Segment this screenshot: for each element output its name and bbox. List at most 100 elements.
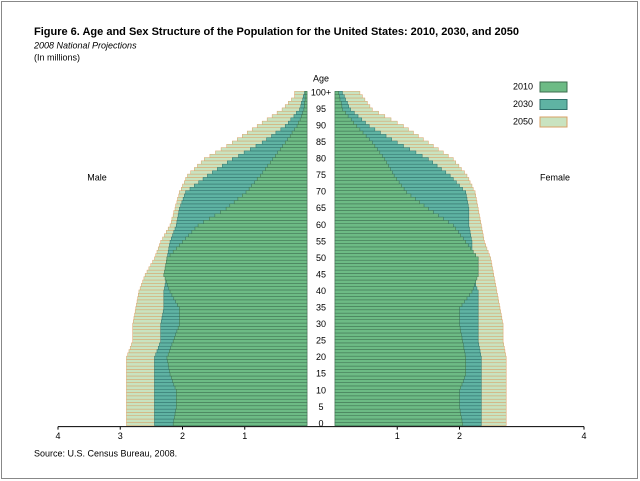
bar <box>291 130 308 135</box>
chart-title: Figure 6. Age and Sex Structure of the P… <box>34 26 519 38</box>
bar <box>334 276 478 281</box>
bar <box>334 216 444 221</box>
bar <box>277 150 308 155</box>
bar <box>275 153 308 158</box>
bar <box>298 120 308 125</box>
bar <box>179 309 308 314</box>
bar <box>270 160 308 165</box>
age-tick-label: 70 <box>316 187 326 197</box>
x-tick-label: 2 <box>180 431 185 441</box>
bar <box>304 94 308 99</box>
x-tick-label: 4 <box>55 431 60 441</box>
legend-label: 2010 <box>513 81 533 91</box>
bar <box>169 349 308 354</box>
bar <box>334 223 454 228</box>
bar <box>334 140 373 145</box>
age-tick-label: 60 <box>316 220 326 230</box>
bar <box>334 388 460 393</box>
bar <box>164 266 308 271</box>
bar <box>171 293 308 297</box>
bar <box>334 372 466 377</box>
bar <box>179 319 308 324</box>
bar <box>334 336 463 340</box>
bar <box>209 216 308 221</box>
bar <box>334 173 395 178</box>
bar <box>294 127 308 132</box>
bar <box>169 289 308 294</box>
bar <box>174 385 308 390</box>
bar <box>163 273 308 277</box>
bar <box>334 220 449 224</box>
bar <box>172 339 308 344</box>
bar <box>334 365 466 370</box>
bar <box>203 220 308 224</box>
bar <box>334 332 462 337</box>
bar <box>334 266 479 271</box>
bar <box>334 385 461 390</box>
x-tick-label: 2 <box>457 431 462 441</box>
bar <box>334 91 339 95</box>
bar <box>334 206 429 211</box>
bar <box>176 395 308 400</box>
age-tick-label: 10 <box>316 385 326 395</box>
bar <box>334 415 462 420</box>
age-tick-label: 50 <box>316 253 326 263</box>
bar <box>334 130 364 135</box>
bar <box>304 101 308 105</box>
bar <box>177 302 308 307</box>
x-tick-label: 4 <box>581 431 586 441</box>
bar <box>167 362 308 367</box>
bar <box>334 299 465 304</box>
bar <box>334 355 466 360</box>
bar <box>169 369 308 373</box>
bar <box>251 183 308 188</box>
bar <box>334 342 464 347</box>
bar <box>191 230 308 234</box>
bar <box>334 405 460 410</box>
bar <box>334 127 361 132</box>
age-tick-label: 5 <box>318 402 323 412</box>
x-tick-label: 1 <box>242 431 247 441</box>
bar <box>167 359 308 364</box>
legend-swatch <box>539 116 568 128</box>
bar <box>185 236 308 241</box>
bar <box>334 170 393 175</box>
age-tick-label: 15 <box>316 369 326 379</box>
bar <box>301 114 308 119</box>
bar <box>287 137 308 142</box>
bar <box>272 157 308 162</box>
bar <box>334 110 346 115</box>
bar <box>334 379 464 383</box>
bar <box>334 279 476 284</box>
bar <box>229 203 308 208</box>
bar <box>265 167 308 172</box>
bar <box>334 197 416 201</box>
bar <box>179 243 308 248</box>
bar <box>169 372 308 377</box>
bar <box>334 309 460 314</box>
bar <box>334 137 370 142</box>
bar <box>334 256 479 261</box>
bar <box>304 91 308 95</box>
bar <box>334 259 479 264</box>
bar <box>176 398 308 403</box>
bar <box>334 408 461 413</box>
bar <box>334 236 464 241</box>
bar <box>166 279 308 284</box>
bar <box>334 134 367 138</box>
bar <box>334 306 460 311</box>
bar <box>334 349 465 354</box>
bar <box>334 375 465 380</box>
bar <box>334 269 479 274</box>
age-tick-label: 35 <box>316 303 326 313</box>
bar <box>334 359 466 364</box>
bar <box>334 200 420 205</box>
bar <box>174 412 308 416</box>
bar <box>334 120 354 125</box>
bar <box>171 375 308 380</box>
bar <box>166 355 308 360</box>
bar <box>334 362 466 367</box>
male-label: Male <box>87 172 107 182</box>
bar <box>334 117 352 122</box>
age-tick-label: 85 <box>316 137 326 147</box>
